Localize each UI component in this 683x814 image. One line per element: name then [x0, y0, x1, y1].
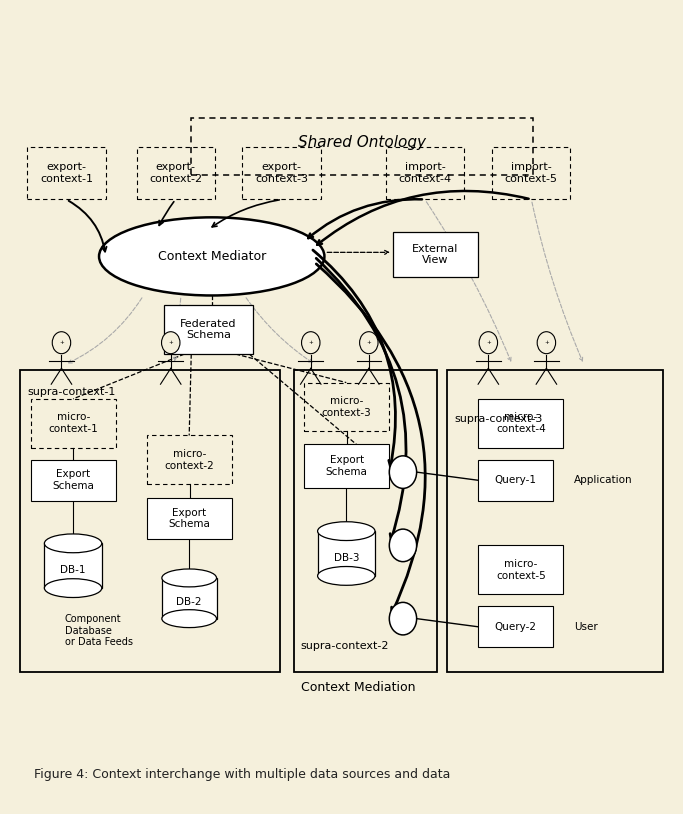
- Text: Context Mediator: Context Mediator: [158, 250, 266, 263]
- FancyBboxPatch shape: [478, 606, 553, 647]
- Text: import-
context-4: import- context-4: [399, 162, 451, 184]
- Text: User: User: [574, 622, 598, 632]
- Text: Export
Schema: Export Schema: [169, 508, 210, 529]
- Text: Export
Schema: Export Schema: [326, 455, 367, 477]
- Text: Query-1: Query-1: [494, 475, 537, 485]
- Text: Component
Database
or Data Feeds: Component Database or Data Feeds: [65, 615, 133, 647]
- Text: export-
context-3: export- context-3: [255, 162, 308, 184]
- FancyBboxPatch shape: [393, 232, 478, 277]
- Text: supra-context-2: supra-context-2: [301, 641, 389, 651]
- Circle shape: [537, 332, 556, 353]
- Circle shape: [479, 332, 497, 353]
- Circle shape: [301, 332, 320, 353]
- FancyBboxPatch shape: [44, 544, 102, 588]
- Text: Shared Ontology: Shared Ontology: [298, 135, 426, 150]
- Text: supra-context-1: supra-context-1: [27, 387, 115, 396]
- Text: micro-
context-5: micro- context-5: [496, 559, 546, 580]
- Text: DB-1: DB-1: [60, 565, 86, 575]
- Circle shape: [389, 529, 417, 562]
- Text: micro-
context-3: micro- context-3: [322, 396, 372, 418]
- FancyBboxPatch shape: [162, 578, 217, 619]
- Text: Application: Application: [574, 475, 632, 485]
- FancyBboxPatch shape: [31, 460, 116, 501]
- Text: Figure 4: Context interchange with multiple data sources and data: Figure 4: Context interchange with multi…: [34, 768, 451, 781]
- Text: export-
context-2: export- context-2: [150, 162, 202, 184]
- Text: micro-
context-4: micro- context-4: [496, 413, 546, 434]
- FancyBboxPatch shape: [478, 545, 563, 594]
- Text: +: +: [309, 340, 313, 345]
- Ellipse shape: [318, 522, 375, 540]
- Text: micro-
context-2: micro- context-2: [165, 449, 214, 470]
- Text: +: +: [169, 340, 173, 345]
- Text: Context Mediation: Context Mediation: [301, 681, 416, 694]
- Circle shape: [52, 332, 71, 353]
- Circle shape: [389, 602, 417, 635]
- Text: +: +: [544, 340, 548, 345]
- FancyBboxPatch shape: [147, 498, 232, 539]
- FancyBboxPatch shape: [447, 370, 663, 672]
- FancyBboxPatch shape: [304, 444, 389, 488]
- Text: +: +: [486, 340, 490, 345]
- Circle shape: [389, 456, 417, 488]
- Ellipse shape: [318, 567, 375, 585]
- Ellipse shape: [44, 534, 102, 553]
- Text: External
View: External View: [413, 243, 458, 265]
- Text: micro-
context-1: micro- context-1: [48, 413, 98, 434]
- Text: supra-context-3: supra-context-3: [454, 414, 542, 424]
- Text: DB-3: DB-3: [333, 553, 359, 562]
- Ellipse shape: [44, 579, 102, 597]
- Ellipse shape: [162, 610, 217, 628]
- Text: export-
context-1: export- context-1: [40, 162, 93, 184]
- Text: DB-2: DB-2: [176, 597, 202, 607]
- Text: +: +: [59, 340, 64, 345]
- FancyBboxPatch shape: [164, 305, 253, 354]
- FancyBboxPatch shape: [20, 370, 280, 672]
- FancyBboxPatch shape: [294, 370, 437, 672]
- Ellipse shape: [162, 569, 217, 587]
- FancyBboxPatch shape: [318, 532, 375, 576]
- Text: +: +: [367, 340, 371, 345]
- FancyBboxPatch shape: [478, 399, 563, 448]
- FancyBboxPatch shape: [478, 460, 553, 501]
- Text: Federated
Schema: Federated Schema: [180, 319, 236, 340]
- Text: Export
Schema: Export Schema: [53, 470, 94, 491]
- Ellipse shape: [99, 217, 324, 295]
- Text: Query-2: Query-2: [494, 622, 537, 632]
- Circle shape: [162, 332, 180, 353]
- Text: import-
context-5: import- context-5: [505, 162, 557, 184]
- Circle shape: [360, 332, 378, 353]
